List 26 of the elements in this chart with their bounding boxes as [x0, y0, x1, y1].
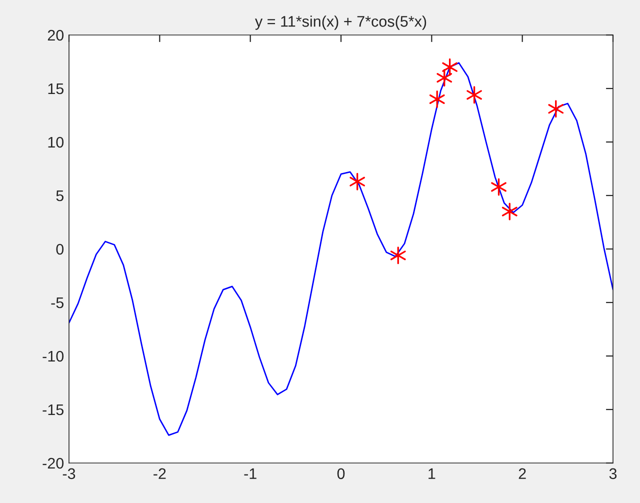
y-tick-label: 20 [48, 30, 64, 41]
y-tick-label: -10 [42, 350, 64, 362]
point [436, 69, 452, 87]
y-tick-label: 5 [56, 190, 64, 202]
y-tick-label: -15 [42, 404, 64, 416]
x-tick-label: -1 [244, 468, 256, 479]
x-tick-label: -3 [62, 468, 76, 480]
point [390, 246, 406, 264]
point [491, 178, 506, 196]
x-tick-label: 2 [518, 468, 526, 479]
point [350, 172, 366, 190]
point [466, 86, 482, 104]
y-tick-label: 10 [48, 136, 64, 148]
chart-title: y = 11*sin(x) + 7*cos(5*x) [254, 16, 426, 30]
point [502, 202, 518, 220]
point [548, 100, 564, 118]
y-tick-label: 0 [56, 244, 64, 255]
y-tick-label: -5 [51, 298, 64, 308]
x-tick-label: -2 [154, 468, 166, 479]
y-tick-label: 15 [48, 84, 64, 94]
point [429, 90, 445, 108]
x-tick-label: 1 [428, 468, 436, 479]
y-tick-label: -20 [42, 458, 64, 469]
x-tick-label: 3 [609, 468, 617, 480]
x-tick-label: 0 [337, 468, 345, 480]
point [442, 58, 458, 76]
